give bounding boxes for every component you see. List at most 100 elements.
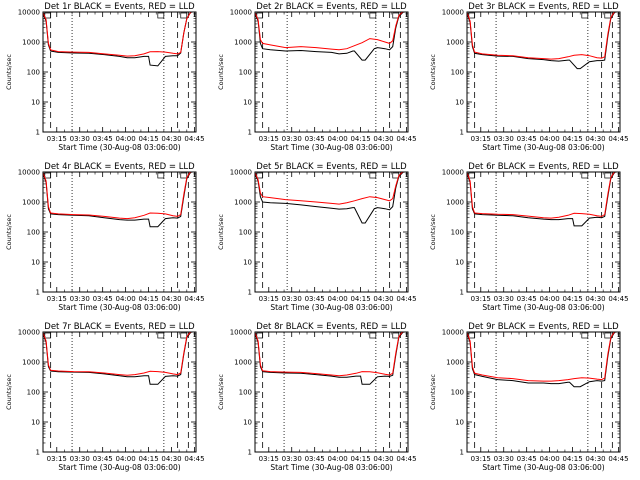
x-tick-label: 03:15 — [47, 455, 67, 463]
series-lld-line — [254, 331, 404, 377]
top-marker-box — [604, 12, 612, 19]
y-tick-label: 1 — [460, 449, 464, 457]
x-tick-label: 03:30 — [282, 295, 302, 303]
y-tick-label: 10 — [243, 99, 252, 107]
chart-title: Det 4r BLACK = Events, RED = LLD — [44, 162, 195, 172]
series-lld-line — [254, 171, 404, 205]
chart-title: Det 3r BLACK = Events, RED = LLD — [468, 2, 619, 12]
x-tick-label: 04:30 — [161, 135, 181, 143]
top-marker-box — [157, 332, 165, 339]
y-tick-label: 1 — [36, 129, 40, 137]
top-marker-box — [44, 172, 51, 179]
chart-panel-6: Det 6r BLACK = Events, RED = LLD Counts/s… — [429, 162, 629, 312]
x-tick-label: 04:45 — [608, 295, 628, 303]
y-tick-label: 1000 — [446, 199, 464, 207]
x-tick-label: 03:15 — [471, 455, 491, 463]
x-tick-label: 03:45 — [517, 455, 537, 463]
x-tick-label: 03:45 — [305, 135, 325, 143]
x-tick-label: 04:30 — [161, 455, 181, 463]
x-tick-label: 04:30 — [373, 455, 393, 463]
x-axis-label: Start Time (30-Aug-08 03:06:00) — [482, 463, 604, 472]
plot-frame — [466, 331, 621, 453]
x-tick-label: 04:45 — [184, 295, 204, 303]
x-tick-label: 04:00 — [328, 135, 348, 143]
x-tick-label: 03:30 — [70, 455, 90, 463]
chart-panel-1: Det 1r BLACK = Events, RED = LLD Counts/s… — [5, 2, 205, 152]
chart-panel-9: Det 9r BLACK = Events, RED = LLD Counts/s… — [429, 322, 629, 472]
series-events-line — [466, 11, 616, 70]
x-tick-label: 04:45 — [184, 455, 204, 463]
x-axis-label: Start Time (30-Aug-08 03:06:00) — [58, 463, 180, 472]
y-tick-label: 100 — [451, 229, 464, 237]
chart-panel-2: Det 2r BLACK = Events, RED = LLD Counts/s… — [217, 2, 417, 152]
top-marker-box — [581, 172, 589, 179]
y-tick-label: 1000 — [234, 359, 252, 367]
x-tick-label: 04:45 — [396, 295, 416, 303]
y-axis-label: Counts/sec — [217, 214, 225, 250]
chart-panel-5: Det 5r BLACK = Events, RED = LLD Counts/s… — [217, 162, 417, 312]
top-marker-box — [180, 12, 188, 19]
top-marker-box — [468, 332, 475, 339]
x-tick-label: 04:00 — [116, 295, 136, 303]
series-events-line — [254, 11, 404, 61]
x-tick-label: 04:15 — [350, 295, 370, 303]
x-tick-label: 04:45 — [396, 135, 416, 143]
chart-title: Det 2r BLACK = Events, RED = LLD — [256, 2, 407, 12]
x-axis-label: Start Time (30-Aug-08 03:06:00) — [482, 143, 604, 152]
x-tick-label: 03:45 — [517, 295, 537, 303]
top-marker-box — [44, 332, 51, 339]
x-tick-label: 04:00 — [540, 135, 560, 143]
plot-frame — [42, 171, 197, 293]
x-tick-label: 03:30 — [282, 135, 302, 143]
y-tick-label: 100 — [239, 389, 252, 397]
top-marker-box — [468, 172, 475, 179]
series-lld-line — [466, 331, 616, 382]
y-tick-label: 10 — [31, 99, 40, 107]
top-marker-box — [581, 332, 589, 339]
x-tick-label: 03:15 — [259, 135, 279, 143]
top-marker-box — [180, 332, 188, 339]
chart-title: Det 5r BLACK = Events, RED = LLD — [256, 162, 407, 172]
x-tick-label: 04:00 — [116, 135, 136, 143]
x-tick-label: 04:15 — [138, 455, 158, 463]
y-tick-label: 10000 — [442, 329, 464, 337]
y-tick-label: 1 — [460, 129, 464, 137]
y-tick-label: 1000 — [234, 199, 252, 207]
top-marker-box — [369, 332, 377, 339]
x-tick-label: 03:30 — [70, 295, 90, 303]
x-tick-label: 04:00 — [328, 455, 348, 463]
y-axis-label: Counts/sec — [217, 374, 225, 410]
top-marker-box — [468, 12, 475, 19]
x-tick-label: 04:00 — [540, 295, 560, 303]
y-tick-label: 100 — [451, 69, 464, 77]
y-tick-label: 1000 — [22, 359, 40, 367]
y-tick-label: 10 — [31, 259, 40, 267]
x-axis-label: Start Time (30-Aug-08 03:06:00) — [58, 303, 180, 312]
x-axis-label: Start Time (30-Aug-08 03:06:00) — [482, 303, 604, 312]
series-events-line — [42, 11, 192, 67]
series-lld-line — [42, 171, 192, 220]
x-tick-label: 03:30 — [282, 455, 302, 463]
y-tick-label: 10 — [243, 259, 252, 267]
x-tick-label: 04:30 — [585, 295, 605, 303]
series-events-line — [254, 171, 404, 224]
series-lld-line — [42, 331, 192, 376]
top-marker-box — [369, 12, 377, 19]
x-tick-label: 03:15 — [47, 295, 67, 303]
y-tick-label: 10000 — [18, 169, 40, 177]
x-axis-label: Start Time (30-Aug-08 03:06:00) — [270, 143, 392, 152]
y-tick-label: 1 — [36, 289, 40, 297]
chart-title: Det 1r BLACK = Events, RED = LLD — [44, 2, 195, 12]
x-tick-label: 04:15 — [562, 455, 582, 463]
top-marker-box — [369, 172, 377, 179]
x-tick-label: 03:15 — [47, 135, 67, 143]
top-marker-box — [157, 12, 165, 19]
x-tick-label: 03:15 — [259, 455, 279, 463]
top-marker-box — [581, 12, 589, 19]
x-tick-label: 04:30 — [161, 295, 181, 303]
y-tick-label: 100 — [27, 229, 40, 237]
y-tick-label: 1 — [248, 449, 252, 457]
chart-title: Det 6r BLACK = Events, RED = LLD — [468, 162, 619, 172]
y-tick-label: 10 — [31, 419, 40, 427]
